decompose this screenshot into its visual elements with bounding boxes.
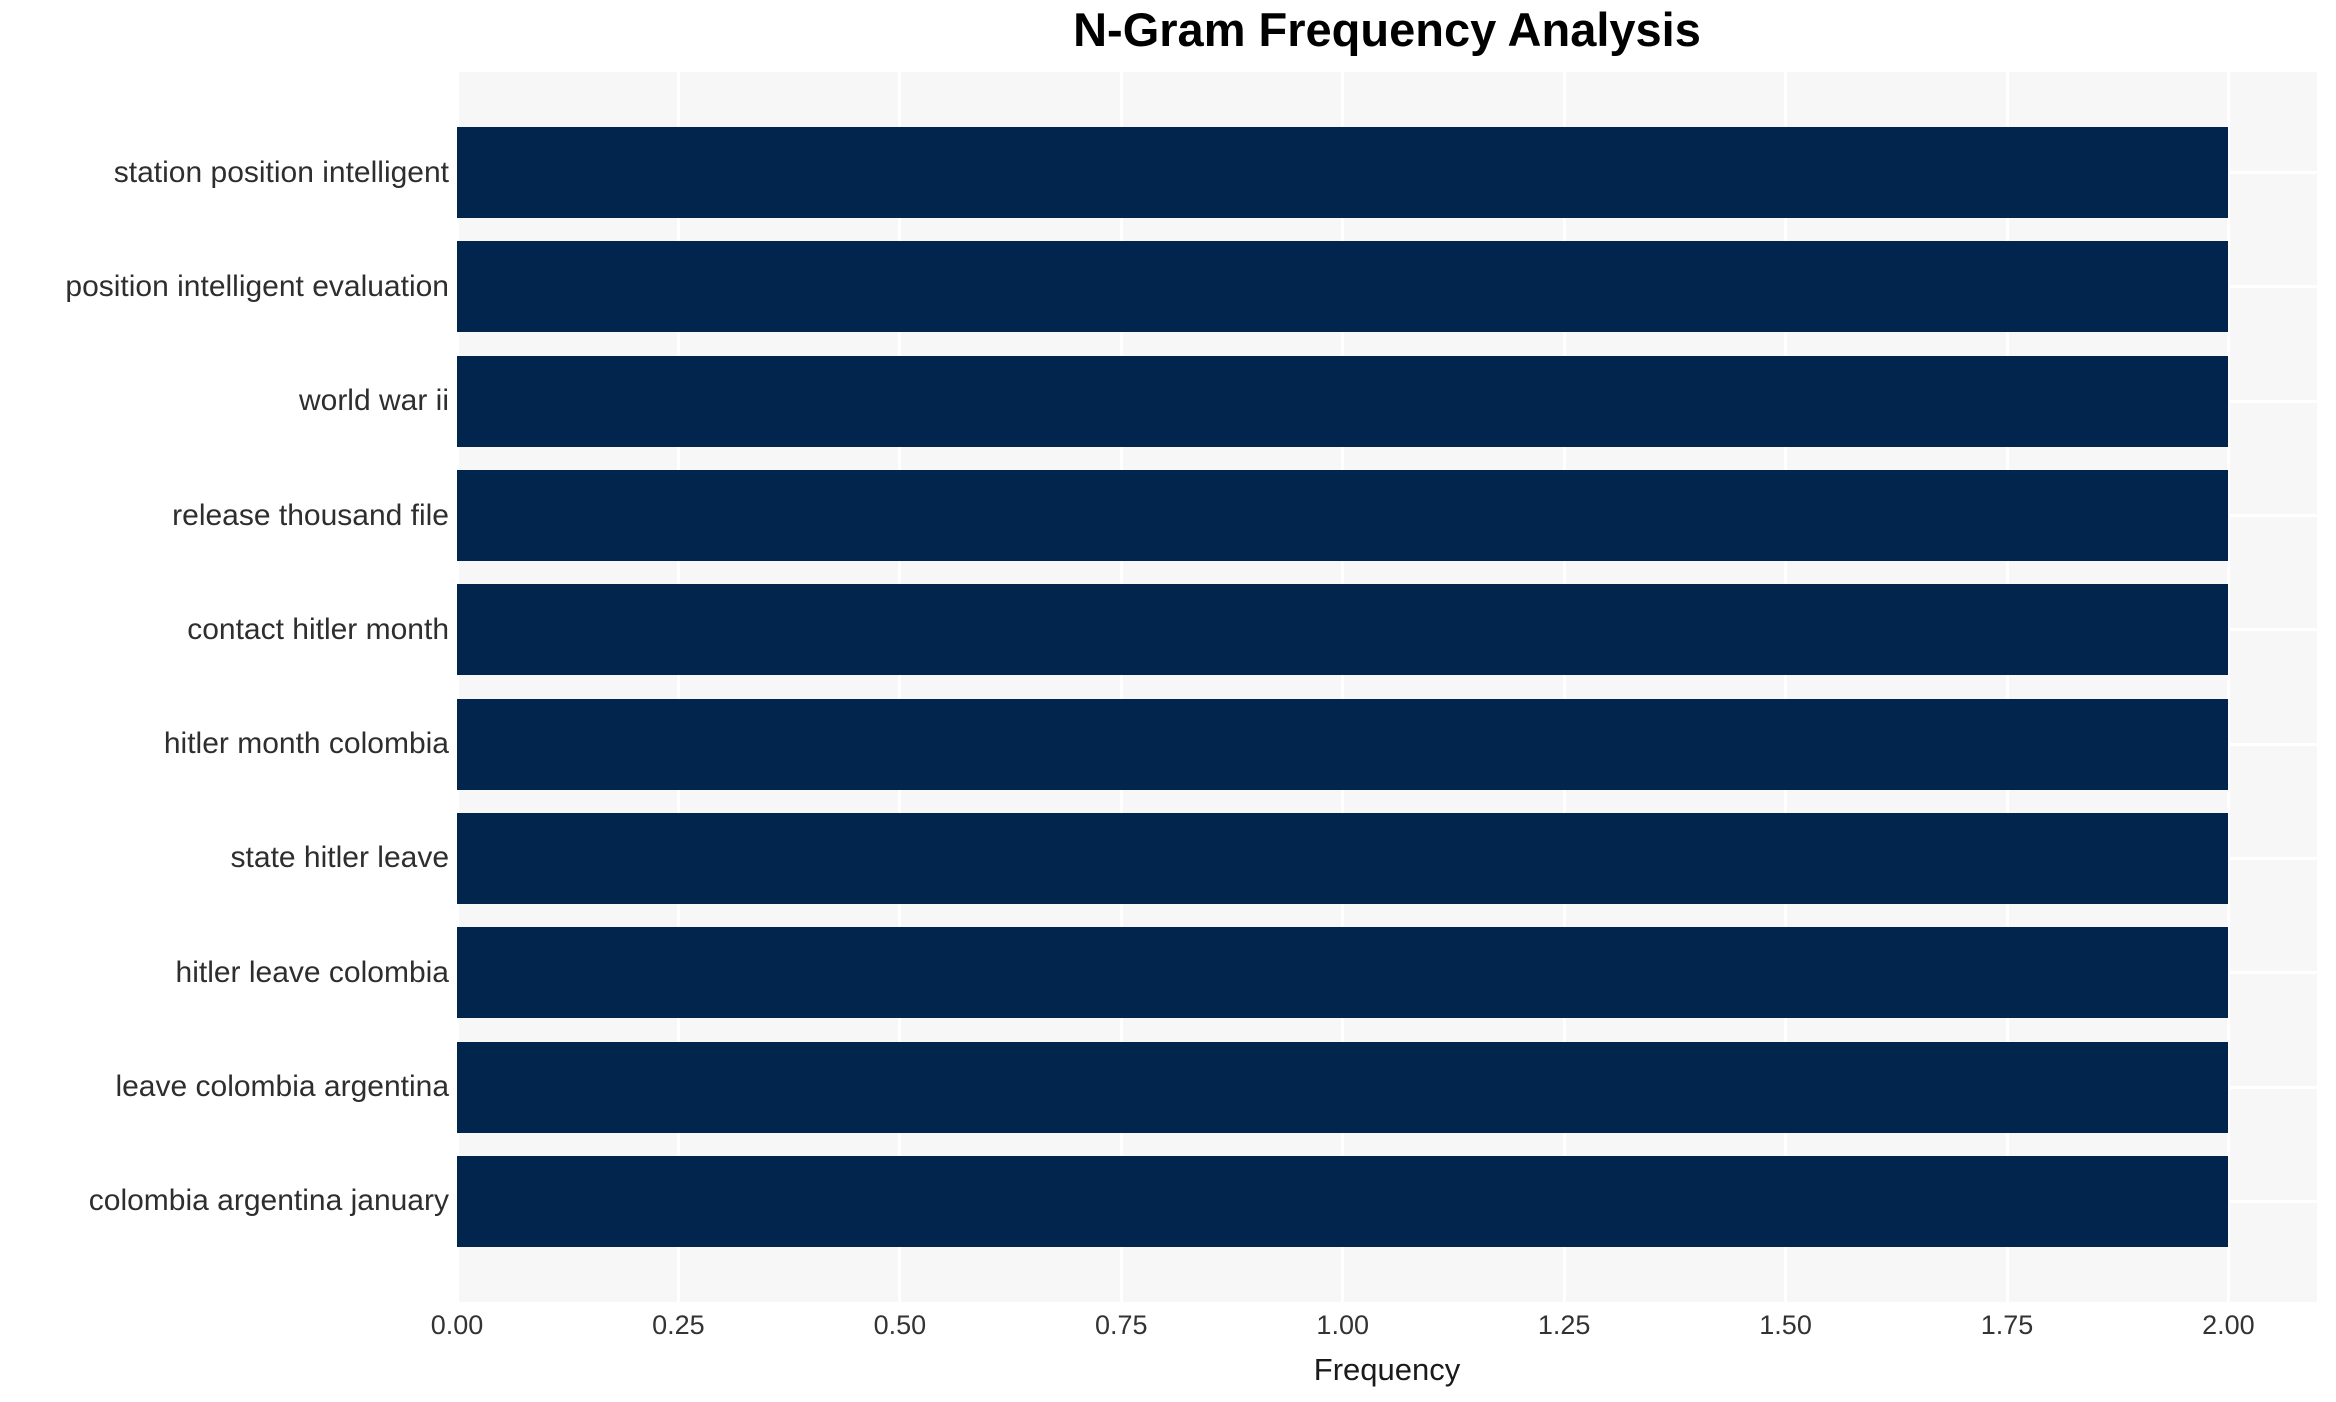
x-tick-label: 0.50 xyxy=(873,1310,927,1340)
y-tick-label: position intelligent evaluation xyxy=(65,269,449,303)
bar xyxy=(457,241,2229,333)
gridline-x xyxy=(455,72,459,1302)
x-tick-label: 1.75 xyxy=(1980,1310,2034,1340)
gridline-x xyxy=(1341,72,1345,1302)
gridline-x xyxy=(898,72,902,1302)
bar xyxy=(457,698,2229,790)
y-tick-label: station position intelligent xyxy=(113,155,449,189)
gridline-x xyxy=(1119,72,1123,1302)
bar xyxy=(457,1041,2229,1133)
x-tick-label: 1.25 xyxy=(1537,1310,1591,1340)
gridline-x xyxy=(676,72,680,1302)
bar xyxy=(457,1155,2229,1247)
y-tick-label: hitler month colombia xyxy=(163,727,449,761)
y-tick-label: state hitler leave xyxy=(230,841,449,875)
gridline-x xyxy=(1784,72,1788,1302)
bar xyxy=(457,927,2229,1019)
gridline-x xyxy=(2005,72,2009,1302)
y-tick-label: leave colombia argentina xyxy=(115,1070,449,1104)
bar xyxy=(457,355,2229,447)
x-axis-title: Frequency xyxy=(1313,1352,1461,1387)
chart-title: N-Gram Frequency Analysis xyxy=(1073,3,1701,56)
x-tick-label: 2.00 xyxy=(2202,1310,2255,1340)
bar xyxy=(457,127,2229,218)
x-tick-label: 1.00 xyxy=(1316,1310,1369,1340)
bar xyxy=(457,812,2229,904)
x-tick-label: 1.50 xyxy=(1759,1310,1812,1340)
y-tick-label: colombia argentina january xyxy=(88,1184,449,1218)
gridline-x xyxy=(2226,72,2230,1302)
plot-area xyxy=(455,72,2317,1302)
bar xyxy=(457,584,2229,676)
x-tick-label: 0.25 xyxy=(652,1310,705,1340)
y-tick-label: release thousand file xyxy=(172,498,449,532)
bar xyxy=(457,470,2229,561)
y-tick-label: contact hitler month xyxy=(187,612,449,646)
x-tick-label: 0.00 xyxy=(430,1310,484,1340)
x-tick-label: 0.75 xyxy=(1095,1310,1148,1340)
y-tick-label: world war ii xyxy=(298,384,449,418)
y-tick-label: hitler leave colombia xyxy=(175,955,449,989)
gridline-x xyxy=(1562,72,1566,1302)
